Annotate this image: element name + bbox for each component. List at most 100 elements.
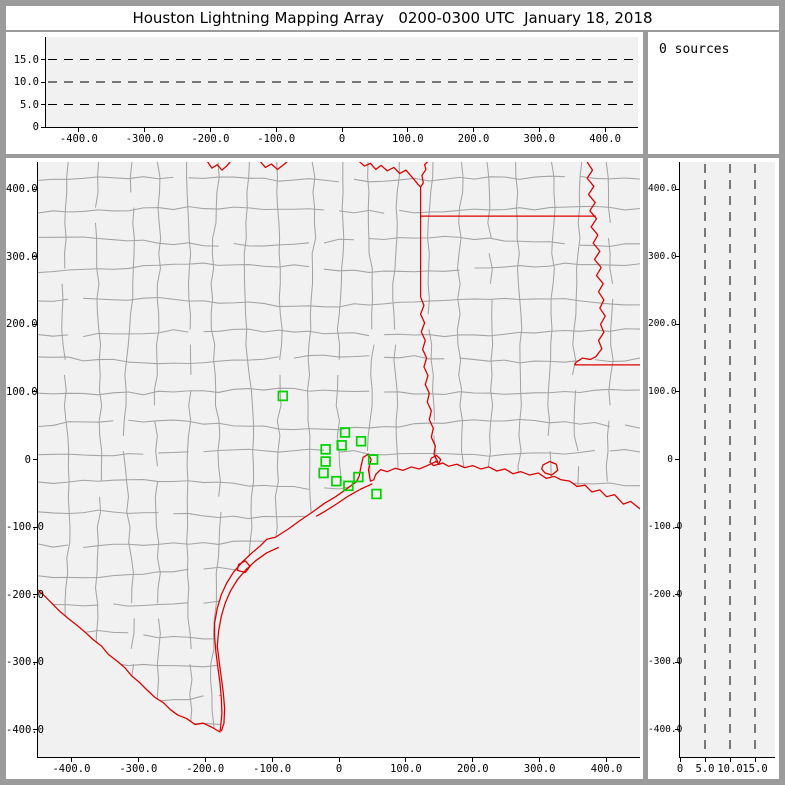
county-line: [95, 496, 102, 680]
y-tick-label: 100.0: [6, 385, 38, 398]
county-line: [444, 540, 640, 547]
x-tick-label: -200.0: [191, 133, 230, 145]
county-line: [38, 660, 430, 668]
county-line: [384, 355, 445, 360]
x-tick-label: 0: [338, 133, 346, 145]
y-tick-label: 0: [24, 453, 31, 466]
altitude-ew-plot[interactable]: [45, 37, 638, 128]
x-tick-label: 0: [676, 763, 684, 775]
x-tick-label: 0: [335, 763, 343, 775]
map-plot[interactable]: [37, 162, 640, 758]
y-tick-mark: [675, 729, 680, 731]
county-line: [38, 176, 174, 181]
county-line: [336, 162, 345, 360]
y-tick-label: 200.0: [6, 318, 38, 331]
page-title: Houston Lightning Mapping Array 0200-030…: [132, 9, 653, 27]
county-line: [338, 449, 595, 457]
county-line: [491, 740, 493, 755]
altitude-ns-plot[interactable]: [679, 162, 775, 758]
coastal-lake-outline: [541, 460, 559, 476]
county-line: [323, 238, 355, 244]
county-line: [323, 268, 460, 273]
y-tick-label: 10.0: [13, 76, 39, 88]
county-line: [203, 328, 370, 337]
county-line: [233, 242, 309, 247]
county-line: [38, 724, 129, 731]
county-line: [604, 496, 608, 589]
county-line: [278, 566, 640, 578]
sabine-river-border: [419, 296, 439, 464]
red-river: [206, 162, 231, 171]
county-line: [38, 479, 309, 490]
county-line: [457, 694, 463, 732]
state-borders-and-coastline: [38, 162, 640, 733]
county-line: [486, 162, 492, 239]
county-line: [547, 709, 553, 732]
county-line: [514, 162, 523, 649]
county-line: [38, 453, 144, 457]
x-tick-label: -300.0: [125, 133, 164, 145]
y-tick-label: 100.0: [648, 385, 677, 397]
y-tick-label: -300.0: [648, 656, 683, 668]
x-tick-mark: [271, 757, 273, 762]
x-tick-label: 400.0: [590, 763, 623, 775]
y-tick-mark: [675, 459, 680, 460]
x-tick-mark: [472, 757, 474, 762]
barrier-island-line: [216, 546, 280, 732]
x-tick-label: -200.0: [186, 763, 225, 775]
y-tick-label: -100.0: [648, 521, 683, 533]
county-line: [203, 598, 400, 604]
x-tick-mark: [704, 757, 706, 762]
county-line: [594, 636, 640, 639]
county-line: [367, 162, 374, 330]
county-line: [154, 481, 161, 604]
x-tick-label: 15.0: [742, 763, 768, 775]
county-line: [574, 466, 582, 732]
y-tick-mark: [675, 391, 680, 393]
x-tick-label: -100.0: [253, 763, 292, 775]
county-line: [38, 692, 204, 702]
y-tick-mark: [675, 256, 680, 258]
county-line: [83, 540, 430, 548]
county-line: [245, 709, 251, 732]
x-tick-mark: [729, 757, 731, 762]
county-line: [243, 162, 255, 695]
y-tick-mark: [33, 323, 38, 325]
lma-station-marker: [320, 444, 331, 455]
county-line: [393, 496, 402, 725]
county-line: [336, 496, 346, 732]
county-line: [609, 449, 640, 453]
county-line: [38, 543, 69, 548]
county-line: [38, 420, 114, 428]
county-line: [94, 222, 103, 482]
county-line: [128, 418, 611, 431]
x-tick-mark: [209, 127, 211, 132]
county-line: [189, 344, 192, 375]
county-line: [122, 450, 134, 604]
county-line: [186, 390, 192, 649]
county-line: [186, 162, 192, 330]
county-line: [94, 162, 100, 208]
county-line: [113, 602, 189, 607]
map-svg: [38, 162, 640, 755]
altitude-ns-gridlines: [704, 164, 756, 753]
sources-count-panel: 0 sources: [648, 32, 779, 154]
y-tick-mark: [33, 526, 38, 528]
county-line: [83, 329, 189, 338]
x-tick-label: 300.0: [523, 133, 556, 145]
county-line: [83, 296, 640, 308]
county-line: [488, 253, 493, 284]
county-line: [459, 357, 580, 364]
x-tick-label: -400.0: [59, 133, 98, 145]
county-line: [549, 451, 555, 695]
county-line: [154, 420, 158, 467]
x-tick-label: -400.0: [52, 763, 91, 775]
county-line: [605, 162, 611, 223]
barrier-island-line: [315, 483, 373, 517]
county-line: [428, 329, 436, 421]
county-line: [353, 175, 565, 183]
county-line: [38, 262, 309, 274]
y-tick-label: 0: [667, 453, 673, 465]
x-tick-mark: [754, 757, 756, 762]
y-tick-mark: [675, 594, 680, 596]
